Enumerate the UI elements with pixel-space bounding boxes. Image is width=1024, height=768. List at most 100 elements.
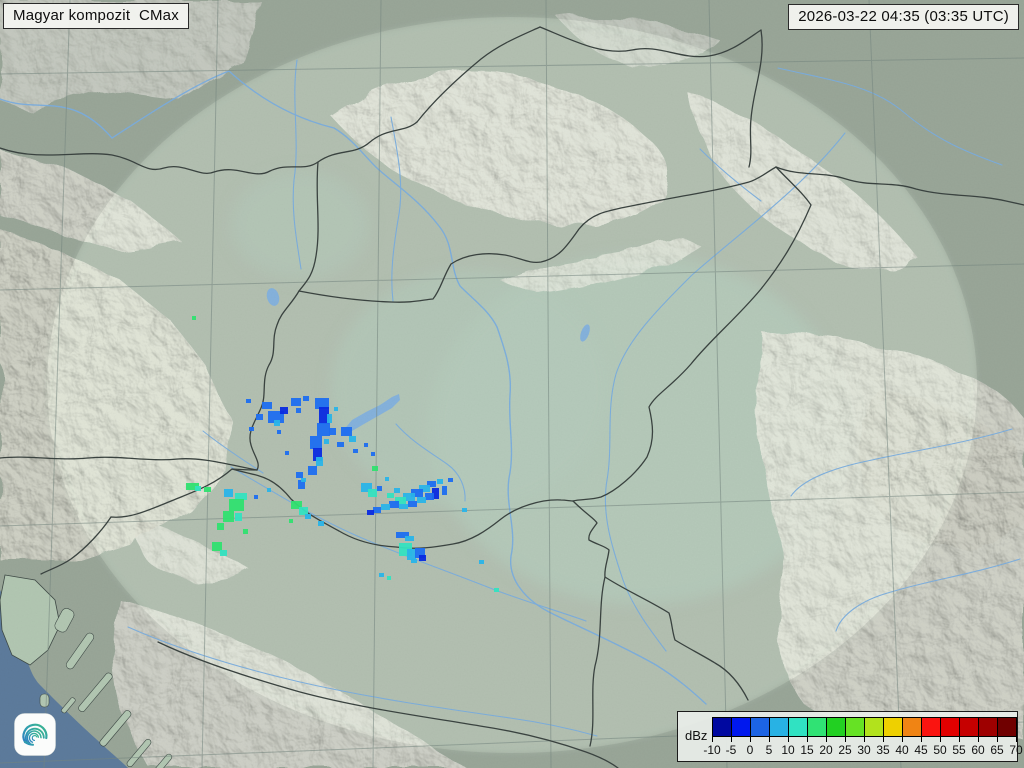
legend-tick [788, 737, 789, 742]
legend-tick [978, 737, 979, 742]
radar-echo-cell [235, 493, 247, 500]
radar-echo-cell [291, 398, 301, 406]
radar-echo-cell [308, 466, 317, 475]
legend-tick-label: 0 [746, 743, 754, 757]
radar-echo-cell [315, 398, 329, 409]
legend-tick [769, 737, 770, 742]
legend-color-cell [940, 717, 960, 737]
radar-echo-cell [381, 504, 390, 510]
radar-echo-cell [217, 523, 224, 530]
radar-echo-cell [399, 504, 408, 509]
radar-echo-cell [371, 452, 375, 456]
legend-tick-label: 5 [765, 743, 773, 757]
radar-echo-cell [419, 555, 426, 561]
radar-echo-cell [192, 316, 196, 320]
radar-echo-cell [415, 548, 425, 558]
legend-tick [883, 737, 884, 742]
radar-echo-cell [277, 430, 281, 434]
legend-tick-label: 15 [800, 743, 814, 757]
legend-tick-label: 70 [1009, 743, 1023, 757]
radar-echo-cell [372, 466, 378, 471]
radar-echo-cell [296, 472, 303, 478]
radar-echo-cell [394, 488, 400, 493]
legend-color-cell [864, 717, 884, 737]
radar-echo-cell [407, 549, 416, 560]
legend-color-cell [807, 717, 827, 737]
radar-echo-cell [229, 499, 244, 511]
radar-echo-cell [379, 573, 384, 577]
legend-color-cell [731, 717, 751, 737]
radar-echo-cell [368, 489, 377, 497]
radar-echo-cell [319, 407, 329, 424]
legend-color-cell [883, 717, 903, 737]
radar-echo-cell [385, 477, 389, 481]
radar-echo-cell [341, 427, 352, 436]
radar-echo-cell [235, 513, 242, 521]
legend-tick [731, 737, 732, 742]
radar-echo-cell [224, 489, 233, 497]
legend-tick [1016, 737, 1017, 742]
legend-color-cell [959, 717, 979, 737]
radar-echo-cell [337, 442, 344, 447]
legend-tick-label: 55 [952, 743, 966, 757]
radar-echo-cell [334, 407, 338, 411]
legend-tick-label: 25 [838, 743, 852, 757]
legend-bar-area: -10 -5 0 5 10 15 20 25 30 35 40 45 50 55 60 65 70 [703, 717, 1023, 761]
radar-echo-cell [417, 497, 426, 503]
legend-color-cell [845, 717, 865, 737]
legend-tick [940, 737, 941, 742]
radar-echo-cell [387, 576, 391, 580]
radar-echo-cell [353, 449, 358, 453]
radar-echo-cell [349, 436, 356, 442]
radar-echo-cell [310, 436, 322, 449]
legend-tick [921, 737, 922, 742]
legend-color-bar [712, 717, 1017, 737]
radar-echo-cell [223, 511, 234, 522]
legend-tick-label: 45 [914, 743, 928, 757]
radar-echo-cell [316, 457, 323, 466]
legend-tick-label: 35 [876, 743, 890, 757]
radar-echo-cell [405, 536, 414, 541]
legend-tick [712, 737, 713, 742]
radar-echo-cell [367, 510, 374, 515]
radar-echo-cell [437, 479, 443, 484]
legend-color-cell [788, 717, 808, 737]
radar-echo-cell [298, 480, 305, 489]
radar-echo-cell [462, 508, 467, 512]
radar-echo-cell [408, 501, 417, 507]
radar-echo-cell [246, 399, 251, 403]
radar-echo-cell [254, 495, 258, 499]
radar-echo-cell [327, 414, 332, 423]
timestamp-label: 2026-03-22 04:35 (03:35 UTC) [788, 4, 1019, 30]
legend-color-cell [750, 717, 770, 737]
radar-echo-cell [285, 451, 289, 455]
radar-echo-cell [364, 443, 368, 447]
legend-tick [902, 737, 903, 742]
radar-echo-cell [479, 560, 484, 564]
radar-echo-cell [377, 486, 382, 491]
legend-color-cell [997, 717, 1017, 737]
legend-tick [959, 737, 960, 742]
radar-echo-cell [212, 542, 222, 551]
radar-echo-cell [267, 488, 271, 492]
radar-echo-cell [195, 486, 201, 491]
legend-tick-label: 20 [819, 743, 833, 757]
radar-echo-cell [291, 501, 302, 509]
radar-echo-layer [186, 316, 499, 592]
radar-echo-cell [204, 487, 211, 492]
radar-echo-cell [432, 488, 439, 499]
legend-tick [845, 737, 846, 742]
legend-tick [807, 737, 808, 742]
radar-echo-cell [361, 483, 372, 492]
radar-echo-cell [305, 514, 311, 519]
legend-tick [826, 737, 827, 742]
radar-echo-cell [448, 478, 453, 482]
radar-echo-cell [243, 529, 248, 534]
radar-echo-cell [403, 493, 415, 501]
legend-color-cell [902, 717, 922, 737]
radar-echo-cell [389, 501, 399, 508]
radar-echo-cell [387, 493, 394, 498]
legend-tick-label: 60 [971, 743, 985, 757]
radar-echo-cell [317, 423, 330, 436]
